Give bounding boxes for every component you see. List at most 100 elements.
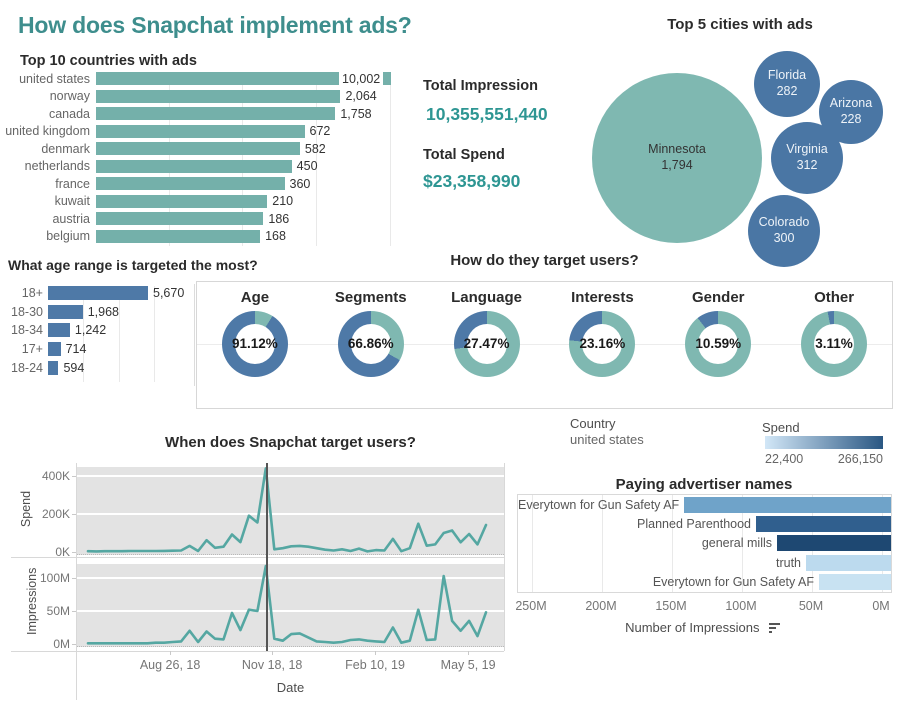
age-bar[interactable]: [48, 323, 70, 338]
pane-gridline: [77, 577, 504, 579]
age-label: 18+: [21, 286, 43, 301]
advertiser-row: Everytown for Gun Safety AF: [518, 495, 891, 514]
donut-cell-segments: Segments 66.86%: [313, 282, 429, 408]
city-name: Colorado: [758, 215, 810, 230]
advertiser-label: general mills: [701, 536, 772, 551]
advertiser-label: truth: [775, 555, 801, 570]
countries-bar-row: denmark 582: [5, 140, 430, 158]
total-impression-label: Total Impression: [423, 78, 538, 94]
age-bar-row: 18+ 5,670: [0, 284, 200, 303]
advertisers-x-tick: 100M: [725, 599, 757, 613]
spend-gradient-swatch[interactable]: [765, 436, 883, 449]
donut-percent-label: 66.86%: [347, 336, 394, 352]
donut-title: Age: [240, 289, 270, 306]
donut-cell-other: Other 3.11%: [776, 282, 892, 408]
timeline-frame-left: [76, 463, 77, 700]
country-bar[interactable]: [96, 142, 300, 156]
x-tick-mark: [468, 651, 470, 655]
pane-band: [77, 467, 504, 555]
sort-descending-icon[interactable]: [768, 622, 782, 633]
advertiser-bar[interactable]: [684, 496, 891, 513]
country-legend-value[interactable]: united states: [570, 432, 644, 447]
timeline-line-impressions[interactable]: [77, 560, 504, 651]
country-bar[interactable]: [96, 212, 264, 226]
donut-ring[interactable]: 3.11%: [801, 311, 868, 377]
donut-ring[interactable]: 10.59%: [685, 311, 752, 377]
age-gridline: [119, 286, 120, 382]
age-label: 18-24: [11, 360, 43, 375]
advertisers-x-tick: 250M: [515, 599, 547, 613]
country-bar[interactable]: [96, 107, 336, 121]
city-bubble[interactable]: Minnesota 1,794: [592, 73, 762, 243]
country-bar[interactable]: [96, 89, 341, 103]
donut-hole: [466, 324, 507, 364]
age-bar[interactable]: [48, 304, 83, 319]
country-value-label: 2,064: [345, 89, 377, 104]
age-value-label: 5,670: [153, 286, 185, 301]
country-value-label: 210: [272, 194, 294, 209]
city-bubble[interactable]: Colorado 300: [748, 195, 820, 267]
spend-legend-min: 22,400: [765, 452, 804, 466]
donut-hole: [350, 324, 391, 364]
countries-gridline: [316, 72, 317, 246]
timeline-x-axis-title: Date: [276, 680, 305, 695]
donut-percent-label: 91.12%: [232, 336, 278, 352]
age-value-label: 594: [63, 360, 85, 375]
country-bar[interactable]: [96, 124, 305, 138]
donut-ring[interactable]: 91.12%: [221, 311, 288, 377]
advertisers-gridline: [742, 495, 743, 592]
advertiser-bar[interactable]: [819, 574, 891, 591]
country-value-label: 672: [309, 124, 331, 139]
advertiser-row: truth: [518, 553, 891, 572]
city-bubble[interactable]: Virginia 312: [771, 122, 843, 194]
donut-title: Gender: [691, 289, 745, 306]
country-bar[interactable]: [96, 159, 292, 173]
country-bar[interactable]: [96, 194, 268, 208]
timeline-chart: 0K 200K 400K Spend 0M 50M 100M Impressions Aug 2…: [0, 430, 512, 720]
city-bubble[interactable]: Florida 282: [754, 51, 820, 117]
age-value-label: 1,968: [87, 304, 119, 319]
y-tick-mark: [72, 578, 76, 579]
donut-ring[interactable]: 27.47%: [453, 311, 520, 377]
targeting-chart-title: How do they target users?: [450, 252, 639, 269]
country-bar[interactable]: [96, 177, 285, 191]
advertisers-chart-title: Paying advertiser names: [615, 476, 793, 493]
city-value: 228: [840, 112, 862, 126]
x-tick-label: Feb 10, 19: [345, 658, 405, 672]
country-bar[interactable]: [96, 72, 391, 86]
donut-percent-label: 10.59%: [695, 336, 742, 352]
age-bar[interactable]: [48, 342, 61, 357]
age-bar-row: 18-34 1,242: [0, 321, 200, 340]
y-tick-mark: [72, 514, 76, 515]
advertiser-bar[interactable]: [756, 516, 891, 533]
timeline-line-spend[interactable]: [77, 463, 504, 556]
country-bar[interactable]: [96, 229, 261, 243]
countries-bar-row: canada 1,758: [5, 105, 430, 123]
advertisers-gridline: [672, 495, 673, 592]
age-pane-border: [194, 284, 195, 386]
country-value-label: 1,758: [340, 106, 372, 121]
advertiser-bar[interactable]: [806, 554, 891, 571]
country-label: netherlands: [24, 159, 90, 174]
timeline-reference-line[interactable]: [266, 463, 268, 651]
age-label: 18-34: [11, 323, 43, 338]
advertisers-x-tick: 0M: [872, 599, 890, 613]
total-spend-value: $23,358,990: [423, 171, 521, 191]
advertisers-x-tick: 50M: [798, 599, 824, 613]
age-bar-chart: 18+ 5,670 18-30 1,968 18-34 1,242 17+ 714 18-24 5…: [0, 284, 200, 386]
country-label: austria: [52, 211, 90, 226]
advertiser-bar[interactable]: [777, 535, 891, 552]
donut-ring[interactable]: 23.16%: [569, 311, 636, 377]
countries-bar-row: norway 2,064: [5, 88, 430, 106]
country-label: canada: [48, 106, 90, 121]
donut-percent-label: 23.16%: [579, 336, 626, 352]
donut-ring[interactable]: 66.86%: [337, 311, 404, 377]
donut-title: Language: [451, 289, 522, 306]
country-label: united kingdom: [5, 124, 90, 139]
city-name: Florida: [767, 68, 807, 83]
timeline-frame-divider: [11, 557, 504, 558]
donut-title: Interests: [571, 289, 634, 306]
country-value-label: 582: [304, 141, 326, 156]
age-bar[interactable]: [48, 286, 148, 301]
age-bar[interactable]: [48, 360, 59, 375]
